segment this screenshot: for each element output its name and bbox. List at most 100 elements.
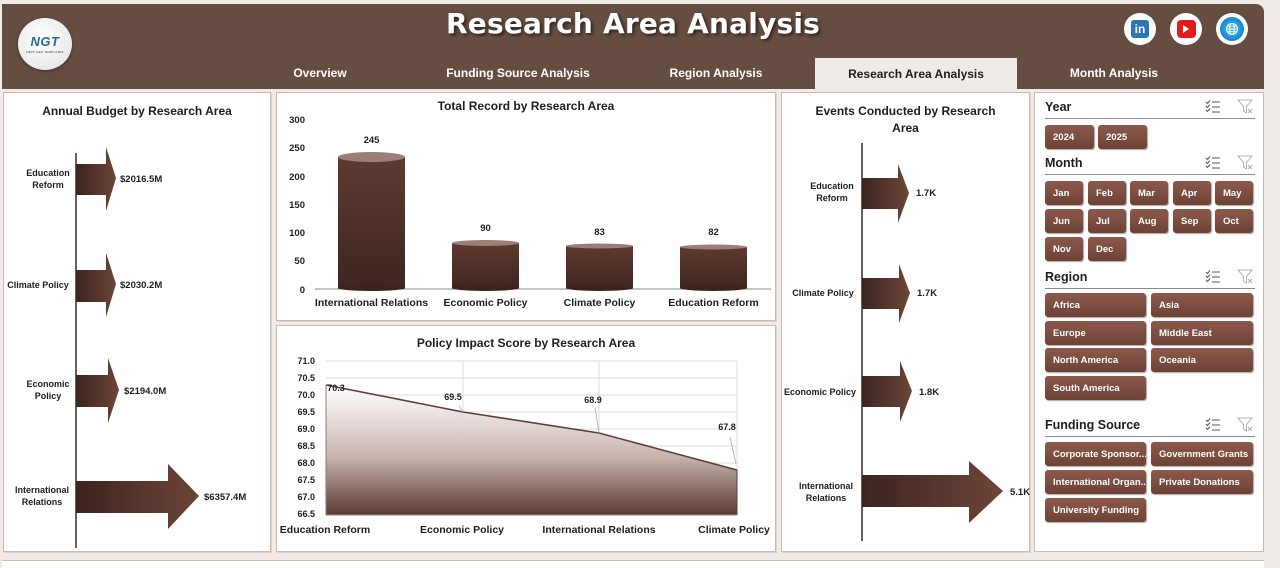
bar-economic-policy: [76, 358, 119, 423]
svg-text:$2194.0M: $2194.0M: [124, 386, 166, 397]
clear-filter-icon[interactable]: [1237, 269, 1253, 285]
tab-overview[interactable]: Overview: [293, 66, 347, 80]
month-may-chip[interactable]: May: [1215, 181, 1253, 205]
svg-text:69.5: 69.5: [297, 407, 315, 417]
region-middle-east-chip[interactable]: Middle East: [1151, 321, 1253, 345]
year-slicer-title: Year: [1045, 100, 1072, 114]
funding-international-organizations-chip[interactable]: International Organ...: [1045, 470, 1146, 494]
youtube-icon: [1176, 20, 1196, 38]
svg-text:Economic Policy: Economic Policy: [420, 524, 504, 536]
funding-source-slicer: Funding Source Corporate Sponsor... Gove…: [1045, 415, 1255, 527]
logo-subtext: NEXT GEN TEMPLATES: [26, 49, 64, 54]
svg-text:50: 50: [294, 256, 305, 267]
region-south-america-chip[interactable]: South America: [1045, 376, 1146, 400]
region-slicer-title: Region: [1045, 270, 1088, 284]
svg-text:250: 250: [289, 143, 305, 154]
website-button[interactable]: [1216, 13, 1248, 45]
multi-select-icon[interactable]: [1205, 156, 1221, 170]
svg-text:67.8: 67.8: [718, 422, 736, 432]
logo-text: NGT: [30, 33, 60, 49]
linkedin-icon: in: [1131, 20, 1149, 38]
region-asia-chip[interactable]: Asia: [1151, 293, 1253, 317]
month-nov-chip[interactable]: Nov: [1045, 237, 1083, 261]
region-oceania-chip[interactable]: Oceania: [1151, 348, 1253, 372]
bar-international-relations: [76, 464, 199, 529]
funding-source-slicer-title: Funding Source: [1045, 418, 1141, 432]
svg-text:68.5: 68.5: [297, 441, 315, 451]
clear-filter-icon[interactable]: [1237, 99, 1253, 115]
tab-region-analysis[interactable]: Region Analysis: [669, 66, 763, 80]
year-2024-chip[interactable]: 2024: [1045, 125, 1094, 149]
svg-text:82: 82: [708, 227, 719, 238]
month-mar-chip[interactable]: Mar: [1130, 181, 1168, 205]
multi-select-icon[interactable]: [1205, 418, 1221, 432]
svg-text:67.0: 67.0: [297, 492, 315, 502]
month-jun-chip[interactable]: Jun: [1045, 209, 1083, 233]
svg-text:66.5: 66.5: [297, 509, 315, 519]
svg-text:70.0: 70.0: [297, 390, 315, 400]
bar-education-reform: [76, 147, 116, 211]
clear-filter-icon[interactable]: [1237, 155, 1253, 171]
svg-text:67.5: 67.5: [297, 475, 315, 485]
multi-select-icon[interactable]: [1205, 270, 1221, 284]
annual-budget-panel: Annual Budget by Research Area Education…: [3, 92, 271, 552]
month-feb-chip[interactable]: Feb: [1088, 181, 1126, 205]
policy-impact-chart: 71.0 70.5 70.0 69.5 69.0 68.5 68.0 67.5 …: [280, 356, 770, 536]
region-africa-chip[interactable]: Africa: [1045, 293, 1146, 317]
funding-corporate-sponsorship-chip[interactable]: Corporate Sponsor...: [1045, 442, 1146, 466]
events-conducted-panel: Events Conducted by Research Area Educat…: [781, 92, 1030, 552]
svg-text:$2030.2M: $2030.2M: [120, 280, 162, 291]
svg-text:100: 100: [289, 228, 305, 239]
svg-text:69.0: 69.0: [297, 424, 315, 434]
filter-panel: Year 2024 2025 Month Jan Feb Mar Apr May: [1034, 92, 1264, 552]
month-sep-chip[interactable]: Sep: [1173, 209, 1211, 233]
tab-research-area-analysis[interactable]: Research Area Analysis: [815, 58, 1017, 89]
funding-university-funding-chip[interactable]: University Funding: [1045, 498, 1146, 522]
svg-text:69.5: 69.5: [444, 392, 462, 402]
svg-text:200: 200: [289, 172, 305, 183]
month-jul-chip[interactable]: Jul: [1088, 209, 1126, 233]
svg-text:68.9: 68.9: [584, 395, 602, 405]
month-apr-chip[interactable]: Apr: [1173, 181, 1211, 205]
svg-text:5.1K: 5.1K: [1010, 487, 1030, 498]
svg-text:245: 245: [364, 135, 381, 146]
tab-funding-source-analysis[interactable]: Funding Source Analysis: [446, 66, 590, 80]
month-slicer-title: Month: [1045, 156, 1083, 170]
clear-filter-icon[interactable]: [1237, 417, 1253, 433]
globe-icon: [1220, 17, 1244, 41]
year-2025-chip[interactable]: 2025: [1098, 125, 1147, 149]
svg-text:International Relations: International Relations: [542, 524, 655, 536]
page-title: Research Area Analysis: [446, 7, 820, 40]
svg-text:300: 300: [289, 115, 305, 126]
funding-private-donations-chip[interactable]: Private Donations: [1151, 470, 1253, 494]
month-dec-chip[interactable]: Dec: [1088, 237, 1126, 261]
month-slicer: Month Jan Feb Mar Apr May Jun Jul Aug Se…: [1045, 153, 1255, 265]
month-aug-chip[interactable]: Aug: [1130, 209, 1168, 233]
svg-text:$2016.5M: $2016.5M: [120, 174, 162, 185]
multi-select-icon[interactable]: [1205, 100, 1221, 114]
region-north-america-chip[interactable]: North America: [1045, 348, 1146, 372]
tab-month-analysis[interactable]: Month Analysis: [1069, 66, 1159, 80]
month-jan-chip[interactable]: Jan: [1045, 181, 1083, 205]
svg-text:Climate Policy: Climate Policy: [792, 288, 854, 298]
region-europe-chip[interactable]: Europe: [1045, 321, 1146, 345]
policy-impact-title: Policy Impact Score by Research Area: [416, 336, 636, 350]
policy-impact-panel: Policy Impact Score by Research Area: [276, 325, 776, 552]
nav-tabs: Overview Funding Source Analysis Region …: [2, 57, 1264, 89]
year-slicer: Year 2024 2025: [1045, 97, 1255, 149]
bottom-strip: [2, 560, 1264, 568]
linkedin-button[interactable]: in: [1124, 13, 1156, 45]
svg-text:Climate Policy: Climate Policy: [564, 297, 636, 309]
month-oct-chip[interactable]: Oct: [1215, 209, 1253, 233]
youtube-button[interactable]: [1170, 13, 1202, 45]
svg-text:Climate Policy: Climate Policy: [7, 280, 69, 290]
svg-text:1.8K: 1.8K: [919, 387, 939, 398]
svg-text:Climate Policy: Climate Policy: [698, 524, 770, 536]
funding-government-grants-chip[interactable]: Government Grants: [1151, 442, 1253, 466]
annual-budget-title: Annual Budget by Research Area: [42, 104, 232, 118]
